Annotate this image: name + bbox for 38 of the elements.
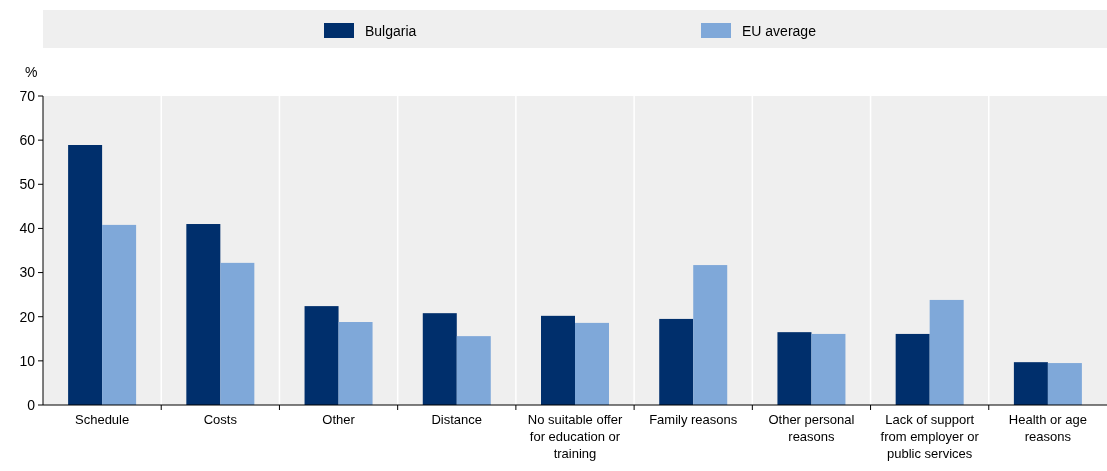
- x-tick-label: Health or age reasons: [1008, 412, 1087, 444]
- y-tick-label: 70: [19, 87, 36, 104]
- x-tick-label: Schedule: [75, 412, 130, 427]
- bar: [220, 262, 255, 405]
- bar: [1013, 362, 1048, 405]
- x-tick-label: Lack of support from employer or public services: [880, 412, 980, 461]
- bar: [1047, 363, 1082, 405]
- bar: [102, 224, 137, 405]
- x-tick-label: Costs: [203, 412, 238, 427]
- legend-label: Bulgaria: [365, 23, 417, 39]
- x-tick-label: No suitable offer for education or training: [527, 412, 623, 461]
- x-tick-label: Other personal reasons: [768, 412, 855, 444]
- y-axis-title: %: [25, 64, 38, 80]
- bar: [456, 336, 491, 405]
- bar: [186, 224, 221, 405]
- bar: [68, 145, 103, 405]
- bar: [541, 315, 575, 405]
- bar: [693, 265, 728, 405]
- y-tick-label: 50: [19, 176, 36, 193]
- bar: [422, 313, 457, 405]
- bar: [929, 299, 964, 405]
- x-tick-label: Distance: [431, 412, 483, 427]
- bar: [811, 333, 846, 405]
- y-tick-label: 40: [19, 220, 36, 237]
- bar: [777, 332, 812, 405]
- bar: [304, 306, 339, 405]
- y-tick-label: 60: [19, 132, 36, 149]
- y-tick-label: 10: [19, 352, 36, 369]
- bar: [895, 333, 930, 405]
- x-tick-label: Family reasons: [649, 412, 738, 427]
- y-tick-label: 20: [19, 308, 36, 325]
- bar: [338, 322, 373, 405]
- bar: [575, 322, 609, 405]
- x-tick-label: Other: [322, 412, 356, 427]
- bar: [659, 318, 694, 405]
- legend-label: EU average: [742, 23, 817, 39]
- y-tick-label: 30: [19, 264, 36, 281]
- y-tick-label: 0: [27, 396, 36, 413]
